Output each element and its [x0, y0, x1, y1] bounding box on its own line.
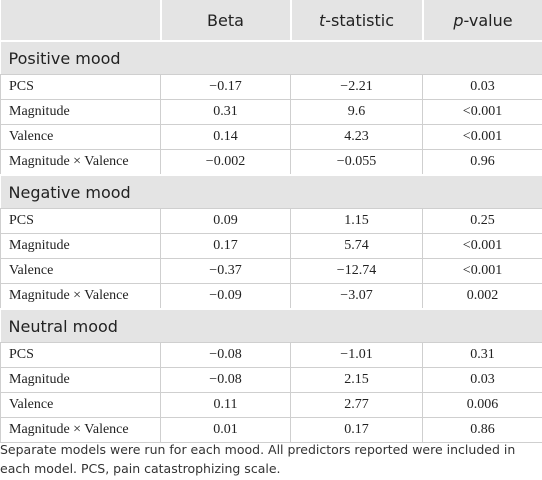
- results-table: Beta t-statistic p-value Positive mood PCS −…: [0, 0, 542, 443]
- cell: 0.14: [160, 124, 291, 150]
- header-cell: [0, 0, 162, 41]
- data-row: Magnitude × Valence −0.09 −3.07 0.002: [0, 283, 542, 310]
- row-label: Magnitude: [0, 99, 161, 125]
- cell: 9.6: [290, 99, 423, 125]
- header-row: Beta t-statistic p-value: [0, 0, 542, 41]
- section-row: Negative mood: [0, 174, 542, 209]
- section-title: Negative mood: [0, 174, 542, 209]
- cell: 4.23: [290, 124, 423, 150]
- cell: 0.31: [422, 342, 542, 368]
- data-row: Magnitude 0.31 9.6 <0.001: [0, 99, 542, 125]
- footnote: Separate models were run for each mood. …: [0, 442, 516, 476]
- data-row: PCS −0.17 −2.21 0.03: [0, 74, 542, 100]
- cell: 0.17: [290, 417, 423, 443]
- row-label: PCS: [0, 74, 161, 100]
- header-text: -statistic: [325, 10, 395, 30]
- section-row: Positive mood: [0, 40, 542, 75]
- header-cell: p-value: [422, 0, 542, 41]
- cell: −3.07: [290, 283, 423, 310]
- cell: −0.37: [160, 258, 291, 284]
- header-italic: t: [318, 10, 326, 30]
- row-label: PCS: [0, 208, 161, 234]
- cell: 5.74: [290, 233, 423, 259]
- data-row: Valence 0.14 4.23 <0.001: [0, 124, 542, 150]
- cell: −0.09: [160, 283, 291, 310]
- header-cell: Beta: [160, 0, 292, 41]
- row-label: Magnitude × Valence: [0, 417, 161, 443]
- row-label: Magnitude: [0, 367, 161, 393]
- section-title: Neutral mood: [0, 308, 542, 343]
- cell: 0.09: [160, 208, 291, 234]
- header-text: Beta: [207, 10, 244, 30]
- data-row: Magnitude 0.17 5.74 <0.001: [0, 233, 542, 259]
- cell: <0.001: [422, 124, 542, 150]
- cell: 0.17: [160, 233, 291, 259]
- cell: −1.01: [290, 342, 423, 368]
- row-label: Valence: [0, 258, 161, 284]
- cell: <0.001: [422, 258, 542, 284]
- data-row: Valence 0.11 2.77 0.006: [0, 392, 542, 418]
- data-row: PCS 0.09 1.15 0.25: [0, 208, 542, 234]
- header-cell: t-statistic: [290, 0, 424, 41]
- cell: 0.25: [422, 208, 542, 234]
- data-row: Valence −0.37 −12.74 <0.001: [0, 258, 542, 284]
- row-label: PCS: [0, 342, 161, 368]
- header-text: -value: [463, 10, 513, 30]
- cell: −0.08: [160, 342, 291, 368]
- data-row: Magnitude −0.08 2.15 0.03: [0, 367, 542, 393]
- cell: −12.74: [290, 258, 423, 284]
- cell: 1.15: [290, 208, 423, 234]
- row-label: Magnitude × Valence: [0, 283, 161, 310]
- cell: 0.31: [160, 99, 291, 125]
- cell: 0.96: [422, 149, 542, 176]
- cell: 0.03: [422, 367, 542, 393]
- cell: 0.006: [422, 392, 542, 418]
- cell: <0.001: [422, 99, 542, 125]
- header-italic: p: [453, 10, 464, 30]
- section-row: Neutral mood: [0, 308, 542, 343]
- data-row: Magnitude × Valence −0.002 −0.055 0.96: [0, 149, 542, 176]
- cell: −0.17: [160, 74, 291, 100]
- table-body: Positive mood PCS −0.17 −2.21 0.03 Magnitude 0…: [0, 40, 542, 443]
- row-label: Magnitude: [0, 233, 161, 259]
- data-row: PCS −0.08 −1.01 0.31: [0, 342, 542, 368]
- section-title: Positive mood: [0, 40, 542, 75]
- cell: 0.11: [160, 392, 291, 418]
- cell: 0.03: [422, 74, 542, 100]
- row-label: Valence: [0, 124, 161, 150]
- cell: 2.77: [290, 392, 423, 418]
- cell: −0.08: [160, 367, 291, 393]
- cell: −0.002: [160, 149, 291, 176]
- cell: <0.001: [422, 233, 542, 259]
- cell: −2.21: [290, 74, 423, 100]
- data-row: Magnitude × Valence 0.01 0.17 0.86: [0, 417, 542, 443]
- cell: 2.15: [290, 367, 423, 393]
- row-label: Valence: [0, 392, 161, 418]
- cell: 0.01: [160, 417, 291, 443]
- cell: 0.002: [422, 283, 542, 310]
- row-label: Magnitude × Valence: [0, 149, 161, 176]
- cell: 0.86: [422, 417, 542, 443]
- cell: −0.055: [290, 149, 423, 176]
